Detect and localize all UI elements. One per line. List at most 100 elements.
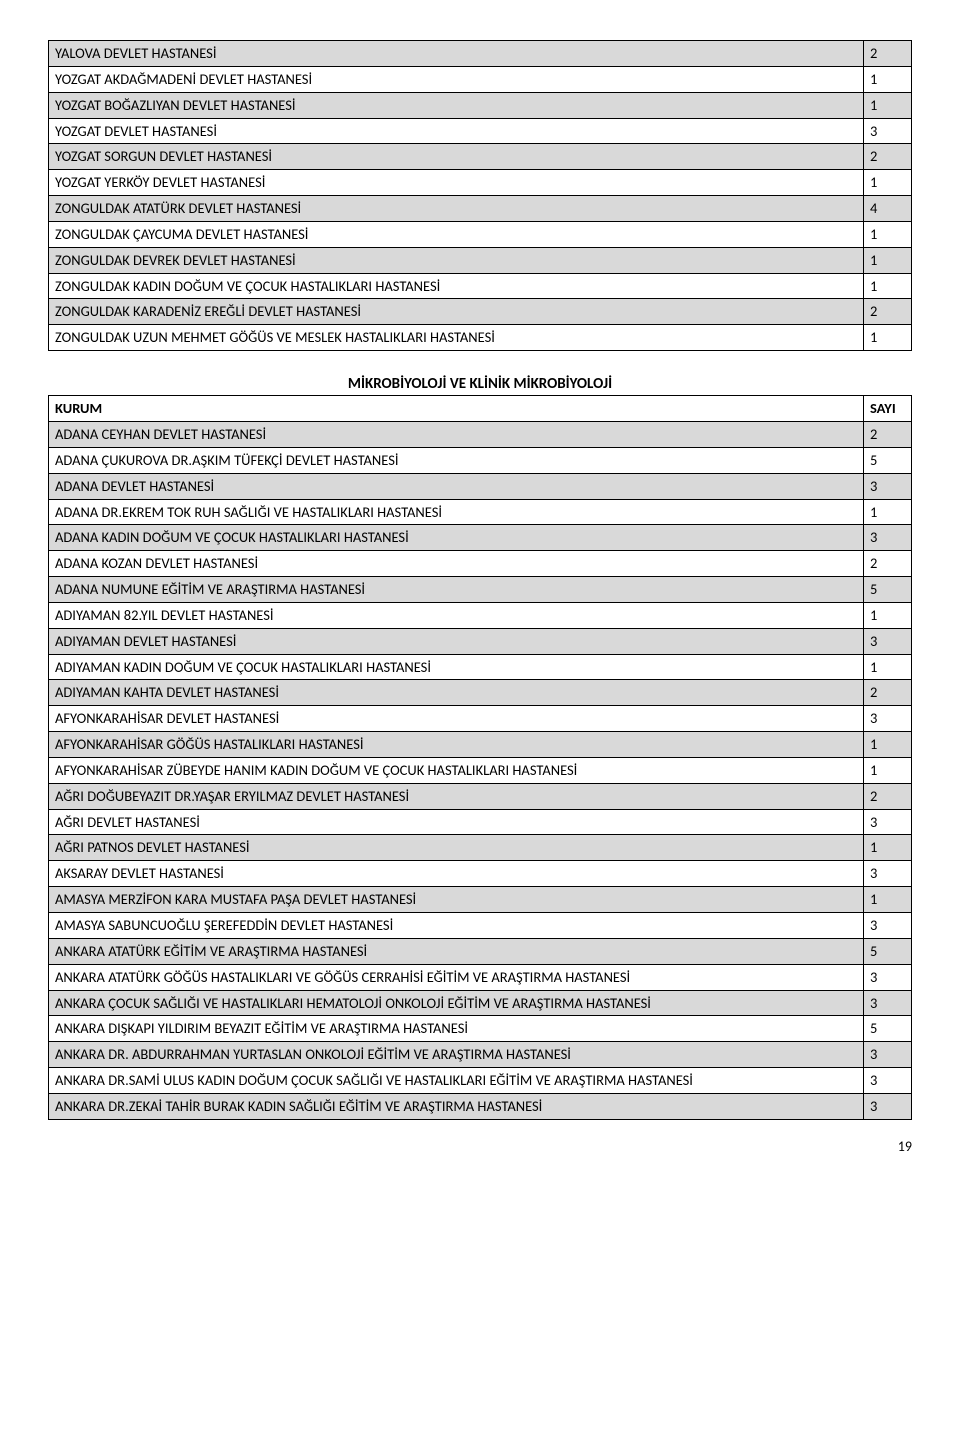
hospital-name: ZONGULDAK DEVREK DEVLET HASTANESİ [49, 247, 864, 273]
hospital-count: 1 [864, 499, 912, 525]
hospital-name: AKSARAY DEVLET HASTANESİ [49, 861, 864, 887]
table-row: AMASYA MERZİFON KARA MUSTAFA PAŞA DEVLET… [49, 887, 912, 913]
hospital-name: ANKARA ATATÜRK GÖĞÜS HASTALIKLARI VE GÖĞ… [49, 964, 864, 990]
hospital-name: ADANA KOZAN DEVLET HASTANESİ [49, 551, 864, 577]
header-kurum: KURUM [49, 396, 864, 422]
table-header-row: KURUM SAYI [49, 396, 912, 422]
hospital-table-2: KURUM SAYI ADANA CEYHAN DEVLET HASTANESİ… [48, 395, 912, 1120]
hospital-count: 3 [864, 990, 912, 1016]
hospital-name: ZONGULDAK UZUN MEHMET GÖĞÜS VE MESLEK HA… [49, 325, 864, 351]
hospital-count: 3 [864, 473, 912, 499]
hospital-name: ZONGULDAK KARADENİZ EREĞLİ DEVLET HASTAN… [49, 299, 864, 325]
hospital-count: 3 [864, 964, 912, 990]
table-row: AĞRI PATNOS DEVLET HASTANESİ1 [49, 835, 912, 861]
hospital-count: 2 [864, 299, 912, 325]
hospital-count: 2 [864, 680, 912, 706]
hospital-name: ANKARA DR.ZEKAİ TAHİR BURAK KADIN SAĞLIĞ… [49, 1093, 864, 1119]
hospital-count: 5 [864, 1016, 912, 1042]
table-row: YALOVA DEVLET HASTANESİ2 [49, 41, 912, 67]
table-row: ZONGULDAK ATATÜRK DEVLET HASTANESİ4 [49, 196, 912, 222]
hospital-name: YOZGAT YERKÖY DEVLET HASTANESİ [49, 170, 864, 196]
hospital-name: AFYONKARAHİSAR ZÜBEYDE HANIM KADIN DOĞUM… [49, 757, 864, 783]
hospital-name: AFYONKARAHİSAR GÖĞÜS HASTALIKLARI HASTAN… [49, 732, 864, 758]
section-title: MİKROBİYOLOJİ VE KLİNİK MİKROBİYOLOJİ [48, 375, 912, 393]
hospital-count: 1 [864, 835, 912, 861]
hospital-count: 2 [864, 421, 912, 447]
table-row: ZONGULDAK UZUN MEHMET GÖĞÜS VE MESLEK HA… [49, 325, 912, 351]
table-row: ZONGULDAK ÇAYCUMA DEVLET HASTANESİ1 [49, 221, 912, 247]
hospital-count: 1 [864, 887, 912, 913]
hospital-name: ZONGULDAK KADIN DOĞUM VE ÇOCUK HASTALIKL… [49, 273, 864, 299]
table-row: YOZGAT BOĞAZLIYAN DEVLET HASTANESİ1 [49, 92, 912, 118]
hospital-name: ADIYAMAN KADIN DOĞUM VE ÇOCUK HASTALIKLA… [49, 654, 864, 680]
hospital-count: 5 [864, 447, 912, 473]
table-row: ANKARA DR. ABDURRAHMAN YURTASLAN ONKOLOJ… [49, 1042, 912, 1068]
hospital-name: ADANA DR.EKREM TOK RUH SAĞLIĞI VE HASTAL… [49, 499, 864, 525]
hospital-count: 1 [864, 92, 912, 118]
hospital-count: 1 [864, 732, 912, 758]
table-row: AFYONKARAHİSAR DEVLET HASTANESİ3 [49, 706, 912, 732]
hospital-name: ADANA CEYHAN DEVLET HASTANESİ [49, 421, 864, 447]
hospital-name: AFYONKARAHİSAR DEVLET HASTANESİ [49, 706, 864, 732]
table-row: ADIYAMAN DEVLET HASTANESİ3 [49, 628, 912, 654]
table-row: ADIYAMAN KADIN DOĞUM VE ÇOCUK HASTALIKLA… [49, 654, 912, 680]
hospital-name: ANKARA DIŞKAPI YILDIRIM BEYAZIT EĞİTİM V… [49, 1016, 864, 1042]
hospital-count: 1 [864, 221, 912, 247]
table-row: AFYONKARAHİSAR ZÜBEYDE HANIM KADIN DOĞUM… [49, 757, 912, 783]
table-row: ADANA NUMUNE EĞİTİM VE ARAŞTIRMA HASTANE… [49, 577, 912, 603]
hospital-count: 5 [864, 938, 912, 964]
table-row: ADANA KADIN DOĞUM VE ÇOCUK HASTALIKLARI … [49, 525, 912, 551]
table-row: AFYONKARAHİSAR GÖĞÜS HASTALIKLARI HASTAN… [49, 732, 912, 758]
hospital-name: ADANA ÇUKUROVA DR.AŞKIM TÜFEKÇİ DEVLET H… [49, 447, 864, 473]
hospital-name: ADIYAMAN KAHTA DEVLET HASTANESİ [49, 680, 864, 706]
hospital-name: AMASYA SABUNCUOĞLU ŞEREFEDDİN DEVLET HAS… [49, 913, 864, 939]
hospital-name: AMASYA MERZİFON KARA MUSTAFA PAŞA DEVLET… [49, 887, 864, 913]
hospital-name: ZONGULDAK ÇAYCUMA DEVLET HASTANESİ [49, 221, 864, 247]
hospital-count: 2 [864, 783, 912, 809]
hospital-name: ADANA NUMUNE EĞİTİM VE ARAŞTIRMA HASTANE… [49, 577, 864, 603]
hospital-name: YOZGAT SORGUN DEVLET HASTANESİ [49, 144, 864, 170]
hospital-name: YOZGAT AKDAĞMADENİ DEVLET HASTANESİ [49, 66, 864, 92]
hospital-name: ZONGULDAK ATATÜRK DEVLET HASTANESİ [49, 196, 864, 222]
table-row: YOZGAT YERKÖY DEVLET HASTANESİ1 [49, 170, 912, 196]
hospital-count: 3 [864, 1093, 912, 1119]
hospital-count: 3 [864, 1068, 912, 1094]
table-row: YOZGAT DEVLET HASTANESİ3 [49, 118, 912, 144]
hospital-count: 4 [864, 196, 912, 222]
table-row: ZONGULDAK DEVREK DEVLET HASTANESİ1 [49, 247, 912, 273]
hospital-name: ADANA KADIN DOĞUM VE ÇOCUK HASTALIKLARI … [49, 525, 864, 551]
table-row: ADANA DR.EKREM TOK RUH SAĞLIĞI VE HASTAL… [49, 499, 912, 525]
table-row: ADANA ÇUKUROVA DR.AŞKIM TÜFEKÇİ DEVLET H… [49, 447, 912, 473]
table-row: YOZGAT AKDAĞMADENİ DEVLET HASTANESİ1 [49, 66, 912, 92]
table-row: ANKARA ÇOCUK SAĞLIĞI VE HASTALIKLARI HEM… [49, 990, 912, 1016]
hospital-count: 3 [864, 706, 912, 732]
table-row: ANKARA DR.SAMİ ULUS KADIN DOĞUM ÇOCUK SA… [49, 1068, 912, 1094]
table-row: ZONGULDAK KADIN DOĞUM VE ÇOCUK HASTALIKL… [49, 273, 912, 299]
hospital-count: 1 [864, 325, 912, 351]
table-row: ADANA CEYHAN DEVLET HASTANESİ2 [49, 421, 912, 447]
table-row: ZONGULDAK KARADENİZ EREĞLİ DEVLET HASTAN… [49, 299, 912, 325]
hospital-name: AĞRI PATNOS DEVLET HASTANESİ [49, 835, 864, 861]
hospital-count: 5 [864, 577, 912, 603]
hospital-name: YALOVA DEVLET HASTANESİ [49, 41, 864, 67]
hospital-count: 1 [864, 654, 912, 680]
table-row: ADIYAMAN 82.YIL DEVLET HASTANESİ1 [49, 602, 912, 628]
hospital-count: 3 [864, 1042, 912, 1068]
hospital-count: 1 [864, 757, 912, 783]
hospital-name: ADIYAMAN 82.YIL DEVLET HASTANESİ [49, 602, 864, 628]
hospital-name: AĞRI DEVLET HASTANESİ [49, 809, 864, 835]
table-row: ADANA KOZAN DEVLET HASTANESİ2 [49, 551, 912, 577]
table-row: ADANA DEVLET HASTANESİ3 [49, 473, 912, 499]
hospital-count: 1 [864, 273, 912, 299]
hospital-count: 3 [864, 525, 912, 551]
hospital-name: AĞRI DOĞUBEYAZIT DR.YAŞAR ERYILMAZ DEVLE… [49, 783, 864, 809]
hospital-name: ANKARA DR. ABDURRAHMAN YURTASLAN ONKOLOJ… [49, 1042, 864, 1068]
hospital-name: ADANA DEVLET HASTANESİ [49, 473, 864, 499]
hospital-name: ANKARA ATATÜRK EĞİTİM VE ARAŞTIRMA HASTA… [49, 938, 864, 964]
hospital-name: YOZGAT DEVLET HASTANESİ [49, 118, 864, 144]
hospital-name: ANKARA ÇOCUK SAĞLIĞI VE HASTALIKLARI HEM… [49, 990, 864, 1016]
table-row: AĞRI DEVLET HASTANESİ3 [49, 809, 912, 835]
hospital-count: 3 [864, 913, 912, 939]
table-row: ANKARA DR.ZEKAİ TAHİR BURAK KADIN SAĞLIĞ… [49, 1093, 912, 1119]
hospital-name: ADIYAMAN DEVLET HASTANESİ [49, 628, 864, 654]
